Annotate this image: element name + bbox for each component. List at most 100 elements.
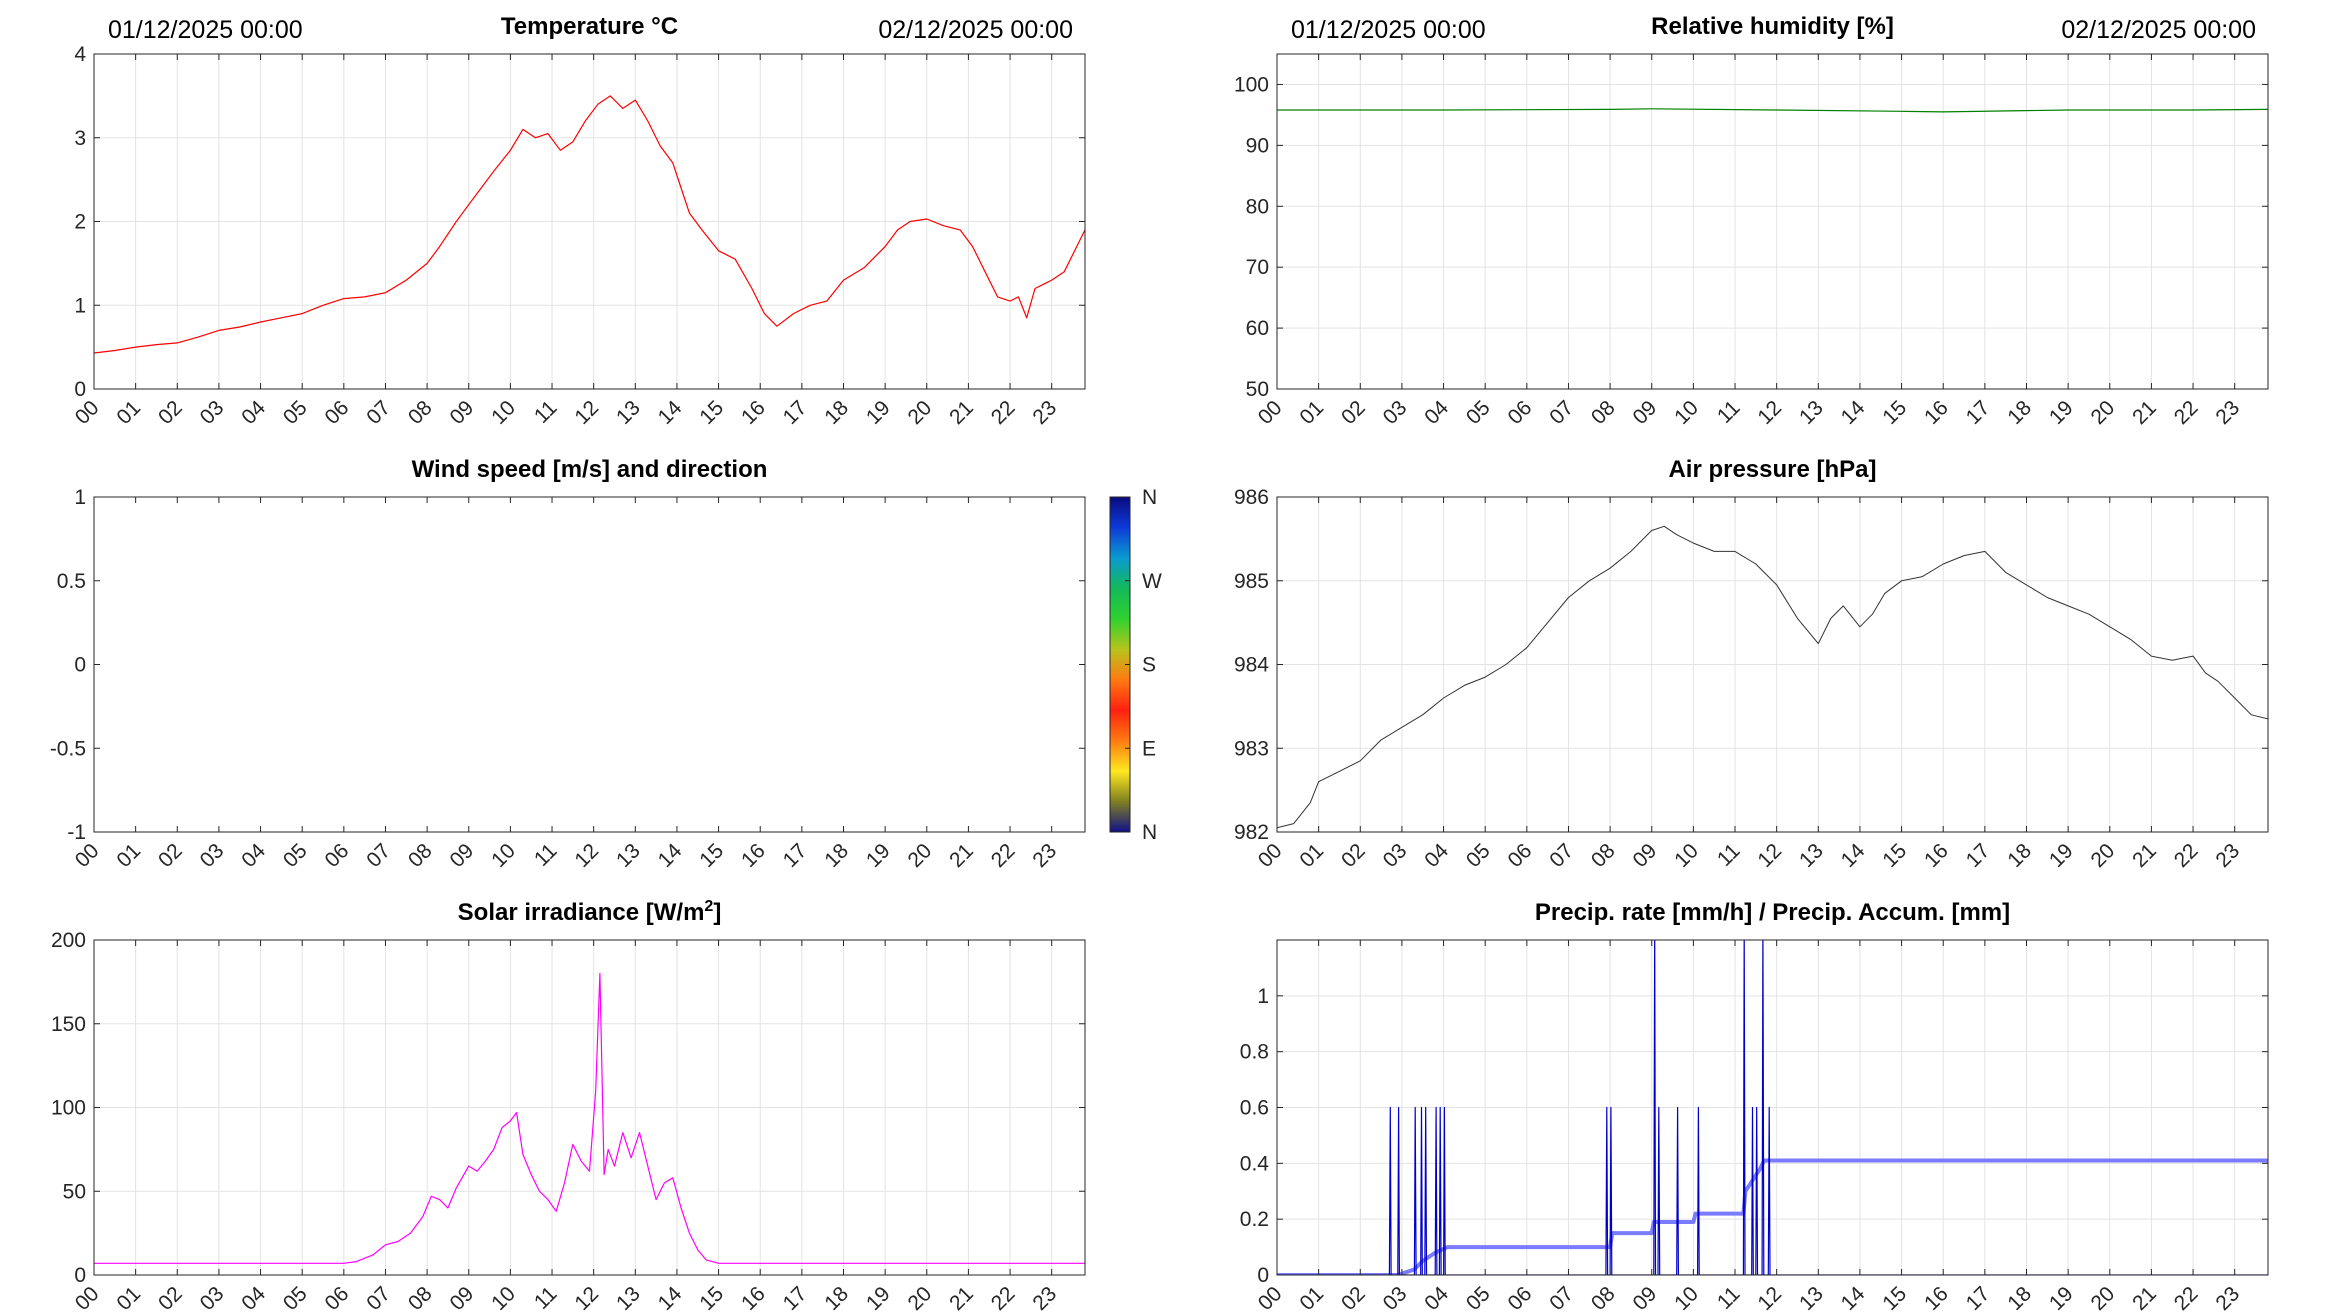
- humidity-xtick-label: 04: [1420, 396, 1453, 429]
- temperature-xtick-label: 02: [154, 396, 187, 429]
- colorbar-label: E: [1142, 737, 1156, 760]
- pressure-xtick-label: 01: [1295, 839, 1328, 872]
- precip-xtick-label: 15: [1878, 1282, 1911, 1313]
- pressure-title: Air pressure [hPa]: [1668, 456, 1876, 483]
- wind-xtick-label: 08: [404, 839, 437, 872]
- pressure-xtick-label: 06: [1504, 839, 1537, 872]
- pressure-ytick-label: 982: [1234, 821, 1269, 844]
- humidity-xtick-label: 02: [1337, 396, 1370, 429]
- wind-xtick-label: 02: [154, 839, 187, 872]
- precip-title: Precip. rate [mm/h] / Precip. Accum. [mm…: [1535, 899, 2010, 926]
- humidity-ytick-label: 60: [1246, 317, 1269, 340]
- humidity-xtick-label: 00: [1254, 396, 1287, 429]
- wind-xtick-label: 13: [612, 839, 645, 872]
- humidity-chart: 00 01 02 03 04 05 06 07 08 09 10 11 12 13 14 15 16 17 18 19…: [1234, 13, 2269, 429]
- temperature-xtick-label: 07: [362, 396, 395, 429]
- humidity-ytick-label: 100: [1234, 73, 1269, 96]
- temperature-xtick-label: 04: [237, 396, 270, 429]
- solar-xtick-label: 08: [404, 1282, 437, 1313]
- temperature-xtick-label: 22: [987, 396, 1020, 429]
- wind-ytick-label: 0: [74, 654, 86, 677]
- pressure-xtick-label: 15: [1878, 839, 1911, 872]
- temperature-xtick-label: 16: [737, 396, 770, 429]
- solar-ytick-label: 200: [51, 929, 86, 952]
- colorbar-label: N: [1142, 821, 1157, 844]
- solar-title: Solar irradiance [W/m2]: [458, 898, 722, 926]
- humidity-date-end: 02/12/2025 00:00: [2061, 16, 2256, 44]
- precip-xtick-label: 06: [1504, 1282, 1537, 1313]
- colorbar-label: W: [1142, 570, 1162, 593]
- humidity-title: Relative humidity [%]: [1651, 13, 1894, 40]
- wind-xtick-label: 09: [446, 839, 479, 872]
- pressure-xtick-label: 09: [1629, 839, 1662, 872]
- wind-xtick-label: 12: [570, 839, 603, 872]
- wind-xtick-label: 21: [945, 839, 978, 872]
- humidity-xtick-label: 08: [1587, 396, 1620, 429]
- precip-xtick-label: 13: [1795, 1282, 1828, 1313]
- pressure-xtick-label: 07: [1545, 839, 1578, 872]
- temperature-xtick-label: 21: [945, 396, 978, 429]
- wind-xtick-label: 15: [695, 839, 728, 872]
- wind-xtick-label: 01: [112, 839, 145, 872]
- precip-ytick-label: 0.8: [1240, 1041, 1269, 1064]
- wind-xtick-label: 11: [530, 839, 562, 871]
- solar-xtick-label: 02: [154, 1282, 187, 1313]
- pressure-xtick-label: 14: [1837, 839, 1870, 872]
- precip-ytick-label: 0.6: [1240, 1097, 1269, 1120]
- pressure-xtick-label: 17: [1962, 839, 1995, 872]
- temperature-xtick-label: 17: [779, 396, 812, 429]
- pressure-xtick-label: 16: [1920, 839, 1953, 872]
- humidity-xtick-label: 09: [1629, 396, 1662, 429]
- wind-title-text: Wind speed [m/s] and direction: [412, 456, 768, 483]
- solar-title-end: ]: [713, 899, 721, 926]
- solar-ytick-label: 0: [74, 1264, 86, 1287]
- pressure-xtick-label: 18: [2003, 839, 2036, 872]
- wind-xtick-label: 10: [487, 839, 520, 872]
- precip-xtick-label: 10: [1670, 1282, 1703, 1313]
- solar-xtick-label: 07: [362, 1282, 395, 1313]
- humidity-ytick-label: 90: [1246, 134, 1269, 157]
- pressure-xtick-label: 08: [1587, 839, 1620, 872]
- temperature-xtick-label: 13: [612, 396, 645, 429]
- humidity-xtick-label: 03: [1379, 396, 1412, 429]
- wind-xtick-label: 07: [362, 839, 395, 872]
- humidity-xtick-label: 06: [1504, 396, 1537, 429]
- humidity-xtick-label: 10: [1670, 396, 1703, 429]
- temperature-xtick-label: 01: [112, 396, 145, 429]
- temperature-ytick-label: 4: [74, 43, 86, 66]
- solar-xtick-label: 19: [862, 1282, 895, 1313]
- solar-xtick-label: 04: [237, 1282, 270, 1313]
- wind-xtick-label: 17: [779, 839, 812, 872]
- solar-xtick-label: 22: [987, 1282, 1020, 1313]
- solar-xtick-label: 05: [279, 1282, 312, 1313]
- humidity-xtick-label: 22: [2170, 396, 2203, 429]
- humidity-date-start: 01/12/2025 00:00: [1291, 16, 1486, 44]
- humidity-ytick-label: 50: [1246, 378, 1269, 401]
- wind-xtick-label: 23: [1028, 839, 1061, 872]
- humidity-xtick-label: 14: [1837, 396, 1870, 429]
- temperature-ytick-label: 2: [74, 211, 86, 234]
- solar-xtick-label: 13: [612, 1282, 645, 1313]
- temperature-xtick-label: 12: [570, 396, 603, 429]
- solar-xtick-label: 18: [820, 1282, 853, 1313]
- precip-ytick-label: 0: [1257, 1264, 1269, 1287]
- precip-xtick-label: 08: [1587, 1282, 1620, 1313]
- pressure-ytick-label: 985: [1234, 570, 1269, 593]
- solar-series-0: [94, 972, 1085, 1264]
- temperature-title-text: Temperature °C: [501, 13, 678, 40]
- precip-xtick-label: 18: [2003, 1282, 2036, 1313]
- solar-xtick-label: 09: [446, 1282, 479, 1313]
- wind-xtick-label: 00: [71, 839, 104, 872]
- solar-xtick-label: 06: [321, 1282, 354, 1313]
- pressure-xtick-label: 12: [1753, 839, 1786, 872]
- wind-xtick-label: 05: [279, 839, 312, 872]
- precip-xtick-label: 22: [2170, 1282, 2203, 1313]
- humidity-xtick-label: 23: [2211, 396, 2244, 429]
- pressure-xtick-label: 02: [1337, 839, 1370, 872]
- pressure-xtick-label: 04: [1420, 839, 1453, 872]
- solar-ytick-label: 50: [63, 1180, 86, 1203]
- solar-xtick-label: 17: [779, 1282, 812, 1313]
- wind-xtick-label: 18: [820, 839, 853, 872]
- precip-ytick-label: 0.2: [1240, 1208, 1269, 1231]
